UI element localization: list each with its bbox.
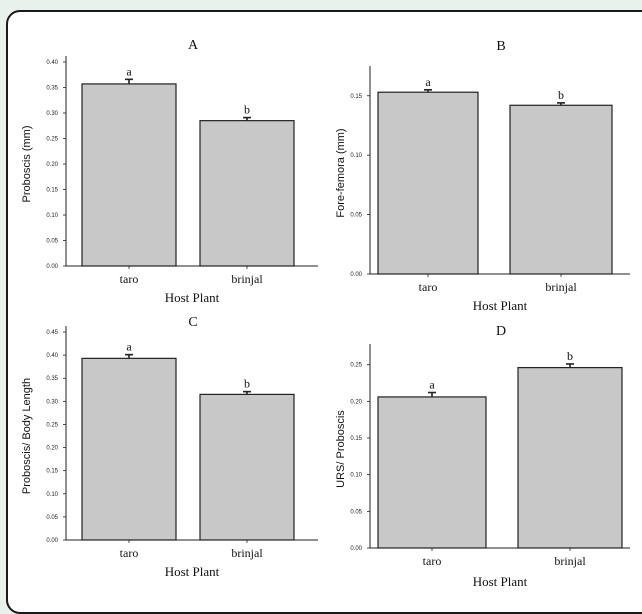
figure-panels: A 0.00 0.05 0.10 0.15 0.20 0.25 0.30 0.35 0.40 a ta… <box>21 38 630 589</box>
panel-c-ytick-label-0: 0.00 <box>46 538 58 544</box>
panel-c-ytick-label-4: 0.20 <box>46 446 58 452</box>
panel-a-sig-taro: a <box>126 64 132 78</box>
panel-c-bar-taro <box>81 357 177 541</box>
panel-a-category-taro: taro <box>120 272 139 286</box>
panel-a-ytick-label-7: 0.35 <box>46 86 58 92</box>
panel-c-sig-taro: a <box>126 340 132 354</box>
panel-b-category-brinjal: brinjal <box>545 280 577 294</box>
panel-a-xlabel: Host Plant <box>165 290 220 305</box>
panel-b-ytick-label-1: 0.05 <box>350 213 362 219</box>
panel-d-sig-brinjal: b <box>567 349 573 363</box>
panel-d-bar-brinjal <box>517 367 623 549</box>
panel-a-ytick-label-2: 0.10 <box>46 213 58 219</box>
panel-d-title: D <box>496 324 506 339</box>
panel-a-ytick-label-5: 0.25 <box>46 137 58 143</box>
panel-d-xlabel: Host Plant <box>473 574 528 589</box>
panel-d-ytick-label-1: 0.05 <box>350 509 362 515</box>
panel-c-ytick-label-3: 0.15 <box>46 469 58 475</box>
panel-b-ytick-label-3: 0.15 <box>350 94 362 100</box>
panel-a-ytick-label-4: 0.20 <box>46 162 58 168</box>
panel-b-sig-taro: a <box>425 75 431 89</box>
panel-b-ytick-label-0: 0.00 <box>350 272 362 278</box>
panel-c-xlabel: Host Plant <box>165 564 220 579</box>
panel-d-category-brinjal: brinjal <box>554 554 586 568</box>
panel-d-ytick-label-2: 0.10 <box>350 473 362 479</box>
panel-c-ytick-label-1: 0.05 <box>46 515 58 521</box>
figure-frame: A 0.00 0.05 0.10 0.15 0.20 0.25 0.30 0.35 0.40 a ta… <box>6 10 642 614</box>
panel-d-ytick-label-4: 0.20 <box>350 399 362 405</box>
panel-d-ylabel: URS/ Proboscis <box>335 410 347 488</box>
panel-d-ytick-label-5: 0.25 <box>350 363 362 369</box>
panel-d-ytick-label-3: 0.15 <box>350 436 362 442</box>
panel-b-xlabel: Host Plant <box>473 298 528 313</box>
panel-d-category-taro: taro <box>423 554 442 568</box>
panel-c-title: C <box>188 315 197 330</box>
panel-b-sig-brinjal: b <box>558 88 564 102</box>
panel-c-ytick-label-2: 0.10 <box>46 492 58 498</box>
panel-c-sig-brinjal: b <box>244 377 250 391</box>
panel-b-ylabel: Fore-femora (mm) <box>335 128 347 217</box>
panel-a-ytick-label-3: 0.15 <box>46 188 58 194</box>
panel-a-ytick-label-8: 0.40 <box>46 60 58 66</box>
panel-b-ytick-label-2: 0.10 <box>350 153 362 159</box>
panel-b-category-taro: taro <box>419 280 438 294</box>
panel-b-bar-brinjal <box>509 104 613 275</box>
panel-d-ytick-label-0: 0.00 <box>350 546 362 552</box>
panel-c-ytick-label-7: 0.35 <box>46 376 58 382</box>
panel-b-title: B <box>496 39 505 54</box>
panel-a-ylabel: Proboscis (mm) <box>21 125 33 202</box>
panel-a-sig-brinjal: b <box>244 103 250 117</box>
panel-c-bar-brinjal <box>199 393 295 541</box>
panel-c-ytick-label-9: 0.45 <box>46 330 58 336</box>
panel-a-category-brinjal: brinjal <box>231 272 263 286</box>
panel-d-bar-taro <box>377 396 487 549</box>
panel-c-category-taro: taro <box>120 546 139 560</box>
panel-c-ytick-label-5: 0.25 <box>46 422 58 428</box>
panel-d-sig-taro: a <box>429 378 435 392</box>
panel-a-bar-taro <box>81 83 177 267</box>
panel-a-ytick-label-0: 0.00 <box>46 264 58 270</box>
panel-c-ytick-label-6: 0.30 <box>46 399 58 405</box>
panel-a-bar-brinjal <box>199 120 295 267</box>
panel-a-ytick-label-1: 0.05 <box>46 239 58 245</box>
panel-c-category-brinjal: brinjal <box>231 546 263 560</box>
panel-b-bar-taro <box>377 91 479 275</box>
panel-a-title: A <box>188 38 199 53</box>
panel-a-ytick-label-6: 0.30 <box>46 111 58 117</box>
panel-c-ylabel: Proboscis/ Body Length <box>21 378 33 494</box>
panel-c-ytick-label-8: 0.40 <box>46 353 58 359</box>
